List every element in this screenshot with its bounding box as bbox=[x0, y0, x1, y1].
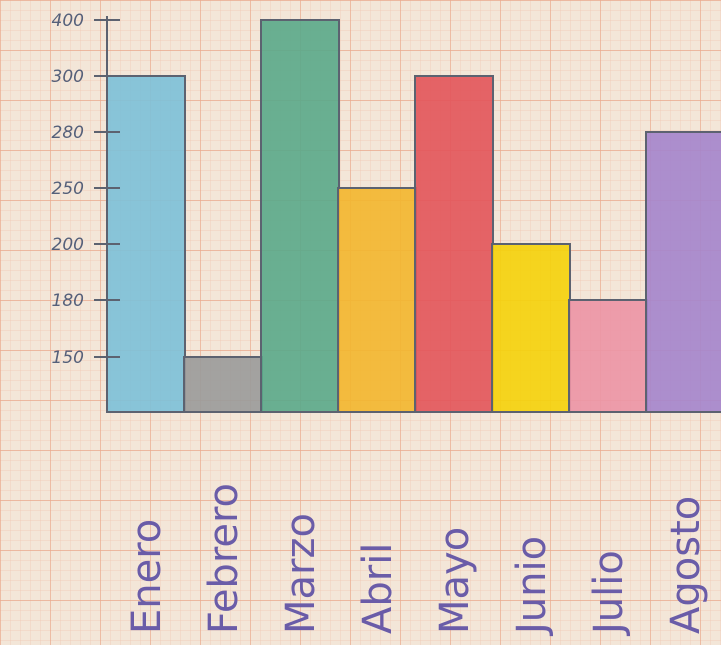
category-label-agosto: Agosto bbox=[663, 496, 709, 634]
bar-julio bbox=[568, 299, 648, 413]
bar-febrero bbox=[183, 356, 263, 413]
y-tick-label-180: 180 bbox=[52, 291, 84, 311]
category-label-junio: Junio bbox=[509, 536, 555, 637]
category-label-abril: Abril bbox=[355, 543, 401, 634]
bar-marzo bbox=[260, 19, 340, 413]
y-tick-label-200: 200 bbox=[52, 235, 84, 255]
category-label-julio: Julio bbox=[586, 550, 632, 637]
bar-agosto bbox=[645, 131, 721, 413]
y-tick-label-150: 150 bbox=[52, 348, 84, 368]
y-tick-label-300: 300 bbox=[52, 67, 84, 87]
y-tick-label-280: 280 bbox=[52, 123, 84, 143]
category-label-enero: Enero bbox=[124, 519, 170, 634]
category-label-febrero: Febrero bbox=[201, 483, 247, 634]
category-label-mayo: Mayo bbox=[432, 527, 478, 634]
bar-abril bbox=[337, 187, 417, 413]
y-tick-label-250: 250 bbox=[52, 179, 84, 199]
category-label-marzo: Marzo bbox=[278, 513, 324, 634]
y-tick-label-400: 400 bbox=[52, 11, 84, 31]
bar-junio bbox=[491, 243, 571, 413]
bar-mayo bbox=[414, 75, 494, 413]
